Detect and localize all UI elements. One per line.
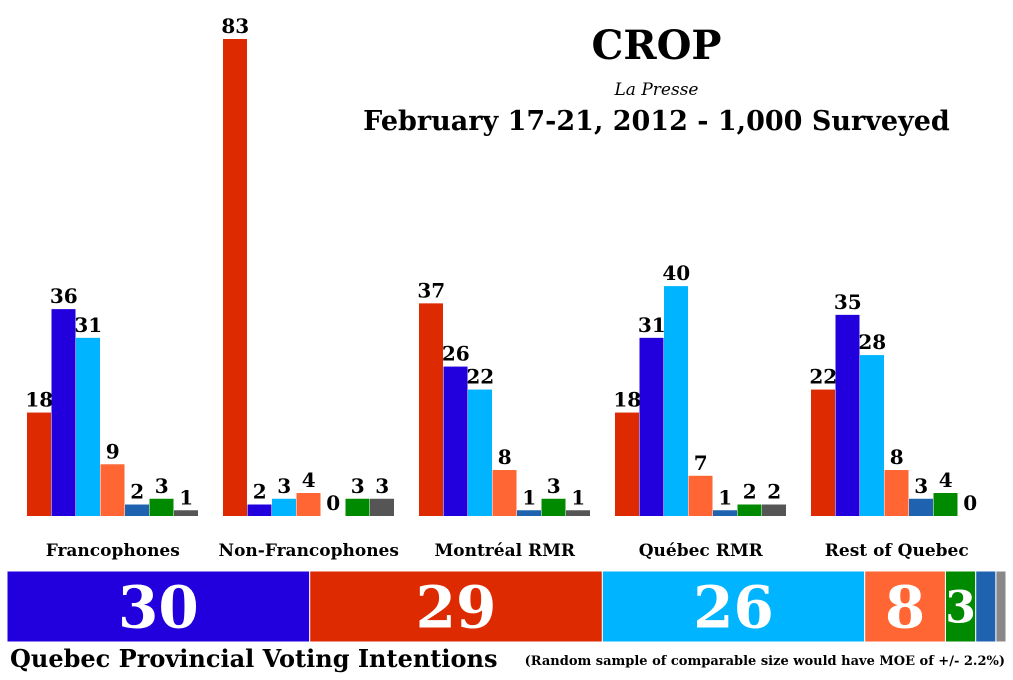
data-label-4-4: 3 [914, 474, 928, 498]
bar-2-5 [541, 498, 566, 516]
data-label-0-3: 9 [106, 439, 120, 463]
bar-4-0 [811, 389, 835, 516]
data-label-2-3: 8 [498, 445, 512, 469]
total-segment-6 [995, 570, 1007, 643]
total-segment-4 [944, 570, 977, 643]
bar-1-0 [223, 39, 247, 516]
category-label-4: Rest of Quebec [825, 541, 969, 561]
total-segment-0 [6, 570, 311, 643]
data-label-0-4: 2 [130, 480, 144, 504]
data-label-1-1: 2 [253, 480, 267, 504]
bar-2-2 [468, 389, 492, 516]
total-label-2: 26 [693, 573, 774, 641]
data-label-2-1: 26 [442, 342, 470, 366]
data-label-3-6: 2 [767, 480, 781, 504]
bar-0-3 [100, 464, 125, 516]
bar-0-5 [149, 498, 174, 516]
total-segment-2 [601, 570, 866, 643]
data-label-3-0: 18 [613, 388, 641, 412]
data-label-0-6: 1 [179, 485, 193, 509]
total-label-0: 30 [118, 573, 199, 641]
bar-4-3 [884, 470, 909, 516]
data-label-3-4: 1 [718, 485, 732, 509]
total-label-3: 8 [885, 573, 925, 641]
data-label-0-2: 31 [74, 313, 102, 337]
bar-1-6 [370, 498, 394, 516]
data-label-4-5: 4 [939, 468, 953, 492]
data-label-0-0: 18 [25, 388, 53, 412]
data-label-0-5: 3 [155, 474, 169, 498]
bar-1-5 [345, 498, 370, 516]
chart-title: CROP [591, 22, 722, 69]
data-label-3-1: 31 [638, 313, 666, 337]
data-label-1-3: 4 [302, 468, 316, 492]
data-label-2-2: 22 [466, 365, 494, 389]
bar-1-1 [247, 504, 272, 516]
bar-0-0 [27, 412, 51, 516]
category-label-0: Francophones [46, 541, 180, 561]
bar-3-6 [762, 504, 786, 516]
data-label-3-5: 2 [743, 480, 757, 504]
data-label-1-0: 83 [221, 14, 249, 38]
data-label-3-3: 7 [694, 451, 708, 475]
bar-4-5 [933, 493, 958, 516]
data-label-0-1: 36 [50, 284, 78, 308]
total-segment-3 [864, 570, 946, 643]
data-label-2-5: 3 [547, 474, 561, 498]
bar-3-5 [737, 504, 762, 516]
data-label-4-3: 8 [890, 445, 904, 469]
bar-2-3 [492, 470, 517, 516]
data-label-4-2: 28 [858, 330, 886, 354]
bar-3-2 [664, 286, 688, 516]
category-label-3: Québec RMR [639, 541, 764, 561]
data-label-4-1: 35 [834, 290, 862, 314]
bar-1-3 [296, 493, 321, 516]
total-label-1: 29 [416, 573, 497, 641]
footer-moe-note: (Random sample of comparable size would … [524, 654, 1005, 669]
bar-4-1 [835, 314, 860, 516]
bar-3-1 [639, 337, 664, 516]
bar-3-4 [713, 510, 737, 516]
bar-2-1 [443, 366, 468, 516]
bar-0-1 [51, 309, 76, 516]
bar-2-0 [419, 303, 443, 516]
total-segment-5 [975, 570, 997, 643]
data-label-4-6: 0 [963, 491, 977, 515]
data-label-1-6: 3 [375, 474, 389, 498]
chart-subtitle: La Presse [614, 80, 699, 100]
bar-4-4 [909, 498, 933, 516]
data-label-2-4: 1 [522, 485, 536, 509]
survey-dates: February 17-21, 2012 - 1,000 Surveyed [363, 106, 950, 137]
total-label-4: 3 [945, 582, 976, 633]
footer-caption: Quebec Provincial Voting Intentions [10, 644, 498, 673]
category-label-2: Montréal RMR [434, 541, 575, 561]
data-label-4-0: 22 [809, 365, 837, 389]
bar-4-2 [860, 355, 884, 516]
bar-0-6 [174, 510, 198, 516]
data-label-2-6: 1 [571, 485, 585, 509]
bar-3-3 [688, 475, 713, 516]
data-label-1-2: 3 [277, 474, 291, 498]
category-label-1: Non-Francophones [219, 541, 399, 561]
bar-2-4 [517, 510, 541, 516]
data-label-1-4: 0 [326, 491, 340, 515]
bar-1-2 [272, 498, 296, 516]
bar-2-6 [566, 510, 590, 516]
bar-0-4 [125, 504, 149, 516]
data-label-1-5: 3 [351, 474, 365, 498]
data-label-3-2: 40 [662, 261, 690, 285]
bar-3-0 [615, 412, 639, 516]
data-label-2-0: 37 [417, 278, 445, 302]
bar-0-2 [76, 337, 100, 516]
